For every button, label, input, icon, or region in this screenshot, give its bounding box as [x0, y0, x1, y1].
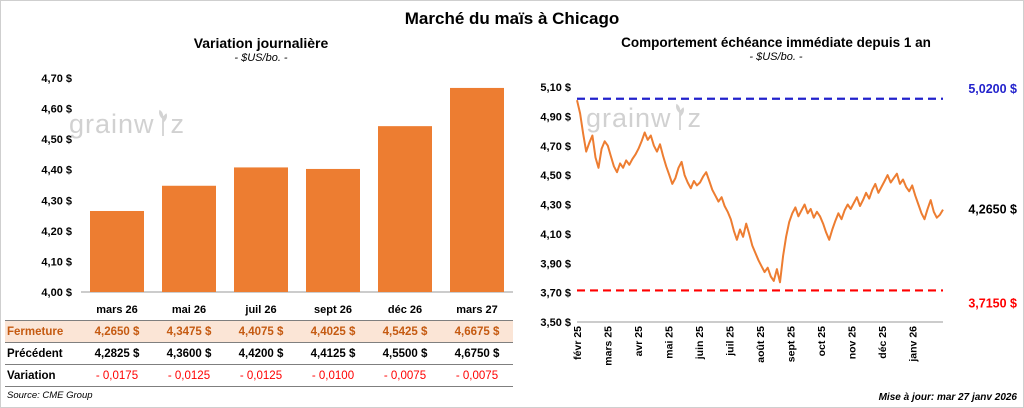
line-y-tick-label: 4,10 $	[540, 229, 571, 241]
sprout-icon	[158, 109, 167, 137]
table-row-prev: Précédent 4,2825 $ 4,3600 $ 4,4200 $ 4,4125 …	[5, 342, 513, 364]
line-y-tick-label: 3,50 $	[540, 317, 571, 329]
price-cell: 4,4025 $	[310, 326, 356, 338]
line-y-tick-label: 4,90 $	[540, 111, 571, 123]
row-label: Variation	[7, 370, 56, 382]
price-cell: - 0,0175	[95, 370, 139, 382]
line-x-tick-label: déc 25	[877, 326, 889, 359]
price-cell: 4,2650 $	[94, 326, 140, 338]
line-x-tick-label: mai 25	[664, 326, 676, 359]
update-note: Mise à jour: mar 27 janv 2026	[878, 392, 1017, 403]
price-cell: 4,3600 $	[166, 348, 212, 360]
bar-chart: 4,00 $ 4,10 $ 4,20 $ 4,30 $ 4,40 $ 4,50 $ 4,60…	[41, 73, 513, 299]
category-label: déc 26	[387, 304, 423, 316]
watermark-text-right: z	[687, 103, 703, 133]
bar-y-tick-label: 4,70 $	[41, 73, 72, 85]
watermark-text-left: grainw	[69, 109, 155, 139]
price-cell: 4,4075 $	[238, 326, 284, 338]
row-label: Précédent	[7, 348, 63, 360]
line-x-tick-label: mars 25	[603, 326, 615, 366]
line-x-tick-label: janv 26	[908, 326, 920, 363]
category-row: mars 26 mai 26 juil 26 sept 26 déc 26 mars 27	[5, 300, 513, 320]
page-title: Marché du maïs à Chicago	[404, 9, 620, 28]
bar-y-tick-label: 4,30 $	[41, 195, 72, 207]
row-label: Fermeture	[7, 326, 64, 338]
daily-variation-panel: Variation journalière - $US/bo. - grainw…	[5, 35, 517, 405]
line-y-tick-label: 4,30 $	[540, 200, 571, 212]
watermark-text-right: z	[170, 109, 186, 139]
watermark-text-left: grainw	[586, 103, 672, 133]
price-cell: - 0,0075	[383, 370, 427, 382]
line-x-tick-label: août 25	[755, 326, 767, 363]
line-y-tick-label: 5,10 $	[540, 82, 571, 94]
price-cell: 4,6675 $	[454, 326, 500, 338]
line-x-tick-label: oct 25	[816, 326, 828, 357]
line-x-tick-label: avr 25	[633, 326, 645, 357]
high-annotation: 5,0200 $	[968, 82, 1017, 96]
line-x-tick-label: juil 25	[725, 326, 737, 357]
line-chart-subtitle: - $US/bo. -	[749, 51, 803, 63]
source-note: Source: CME Group	[7, 390, 93, 401]
line-y-tick-label: 3,90 $	[540, 258, 571, 270]
bar-mai 26	[162, 185, 216, 292]
bar-y-tick-label: 4,00 $	[41, 287, 72, 299]
price-cell: - 0,0125	[239, 370, 283, 382]
category-row-spacer	[5, 300, 81, 320]
low-annotation: 3,7150 $	[968, 296, 1017, 310]
price-cell: 4,4125 $	[310, 348, 356, 360]
line-chart: 3,50 $ 3,70 $ 3,90 $ 4,10 $ 4,30 $ 4,50 $ 4,70…	[540, 82, 1017, 366]
bar-chart-subtitle: - $US/bo. -	[234, 52, 288, 64]
grainwiz-watermark: grainw z	[586, 101, 702, 134]
last-price-annotation: 4,2650 $	[968, 203, 1017, 217]
table-row-var: Variation - 0,0175 - 0,0125 - 0,0125 - 0,010…	[5, 364, 513, 386]
bar-mars 26	[90, 210, 144, 292]
immediate-maturity-panel: Comportement échéance immédiate depuis 1…	[531, 35, 1021, 405]
line-x-tick-label: févr 25	[572, 326, 584, 360]
table-row-close: Fermeture 4,2650 $ 4,3475 $ 4,4075 $ 4,4025 …	[5, 320, 513, 342]
price-cell: 4,6750 $	[454, 348, 500, 360]
category-label: mars 27	[456, 304, 498, 316]
bar-mars 27	[450, 87, 504, 292]
line-y-tick-label: 4,50 $	[540, 170, 571, 182]
grainwiz-watermark: grainw z	[69, 107, 185, 140]
line-y-tick-label: 3,70 $	[540, 288, 571, 300]
price-cell: - 0,0075	[455, 370, 499, 382]
bar-y-tick-label: 4,20 $	[41, 226, 72, 238]
category-label: mars 26	[96, 304, 138, 316]
price-cell: 4,3475 $	[166, 326, 212, 338]
bar-déc 26	[378, 126, 432, 293]
price-line	[576, 99, 944, 284]
bar-chart-title: Variation journalière	[193, 35, 329, 51]
price-table: mars 26 mai 26 juil 26 sept 26 déc 26 mars 27…	[5, 300, 513, 387]
bar-y-tick-label: 4,50 $	[41, 134, 72, 146]
line-chart-title: Comportement échéance immédiate depuis 1…	[621, 35, 931, 50]
bar-y-tick-label: 4,10 $	[41, 256, 72, 268]
bar-y-tick-label: 4,60 $	[41, 104, 72, 116]
sprout-icon	[675, 103, 684, 131]
price-cell: 4,5425 $	[382, 326, 428, 338]
category-label: mai 26	[171, 304, 207, 316]
bar-y-tick-label: 4,40 $	[41, 165, 72, 177]
line-x-tick-label: sept 25	[786, 326, 798, 362]
price-cell: 4,2825 $	[94, 348, 140, 360]
price-cell: 4,4200 $	[238, 348, 284, 360]
category-label: sept 26	[314, 304, 352, 316]
price-cell: - 0,0100	[311, 370, 355, 382]
bar-sept 26	[306, 168, 360, 292]
category-label: juil 26	[245, 304, 277, 316]
price-cell: 4,5500 $	[382, 348, 428, 360]
line-x-tick-label: nov 25	[847, 326, 859, 359]
bar-juil 26	[234, 167, 288, 292]
line-y-tick-label: 4,70 $	[540, 141, 571, 153]
line-x-tick-label: juin 25	[694, 326, 706, 360]
price-cell: - 0,0125	[167, 370, 211, 382]
